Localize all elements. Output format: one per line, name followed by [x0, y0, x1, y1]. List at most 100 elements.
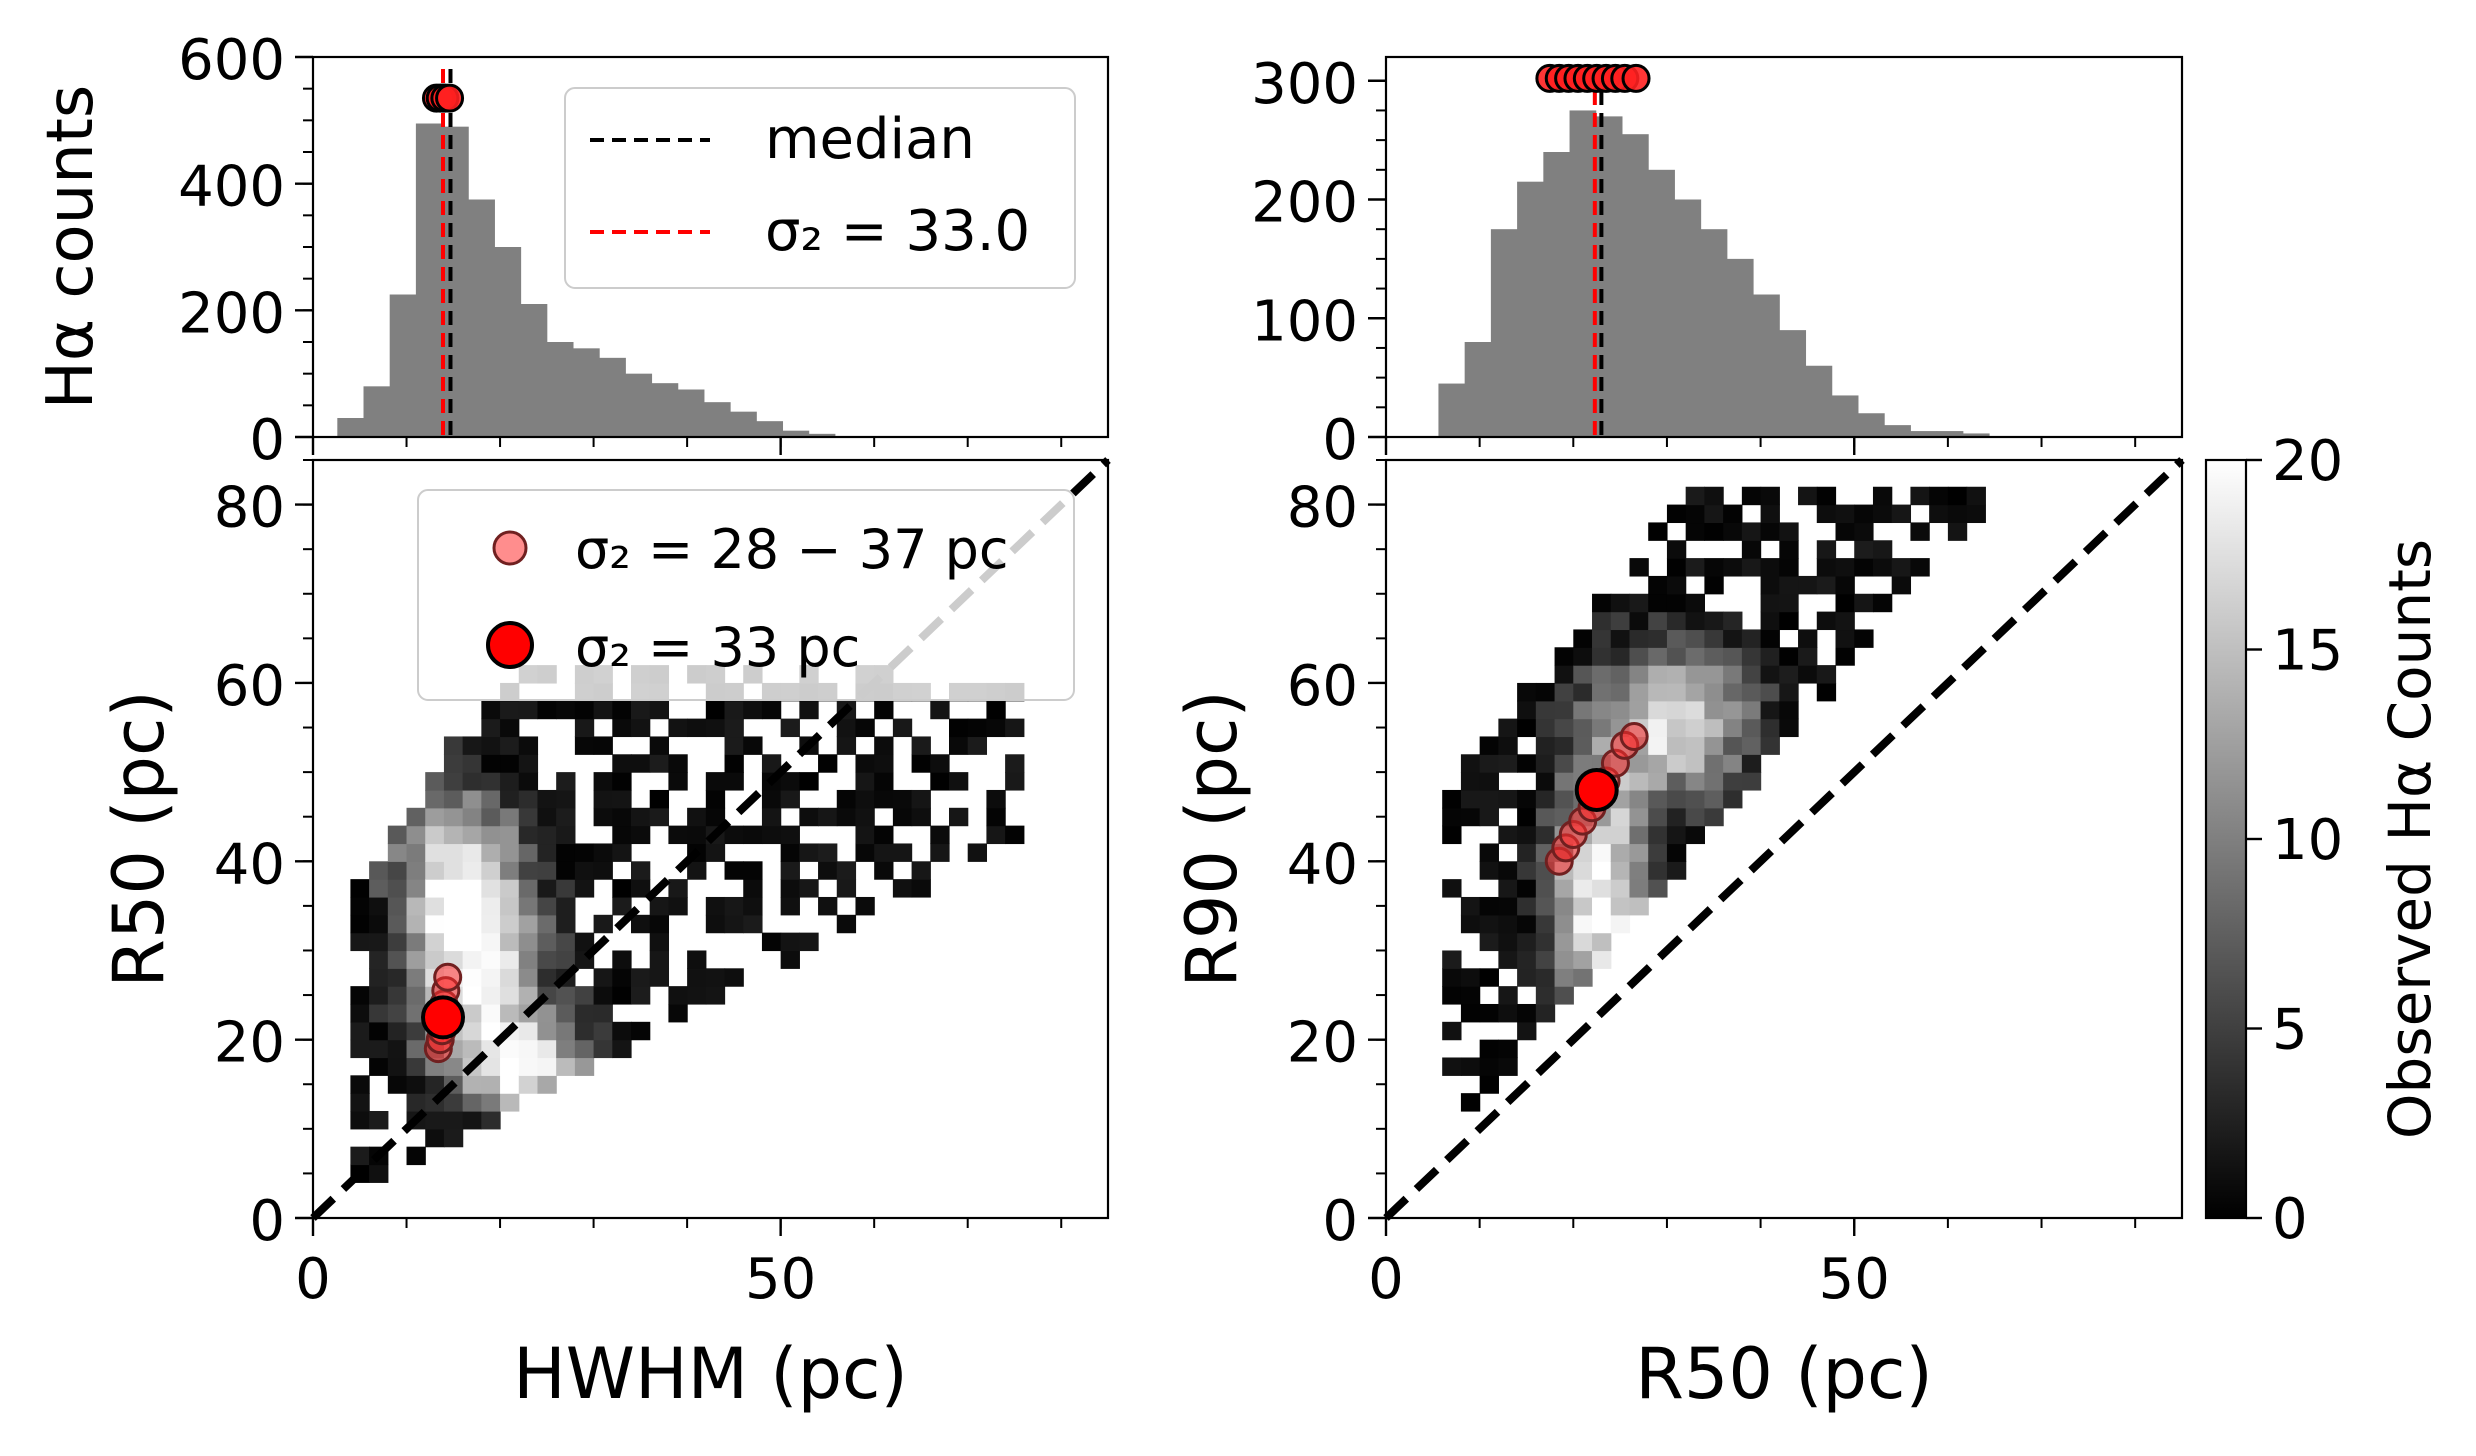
heatmap-cell — [556, 1021, 576, 1041]
heatmap-cell — [481, 789, 501, 809]
heatmap-cell — [1629, 611, 1649, 631]
x-tick-label: 0 — [1368, 1247, 1404, 1312]
heatmap-cell — [631, 1021, 651, 1041]
histogram-bar — [1753, 294, 1780, 437]
heatmap-cell — [780, 789, 800, 809]
heatmap-cell — [350, 1110, 370, 1130]
heatmap-cell — [855, 772, 875, 791]
heatmap-cell — [481, 1075, 501, 1094]
heatmap-cell — [1723, 772, 1743, 791]
heatmap-cell — [556, 932, 576, 952]
heatmap-cell — [1629, 629, 1649, 648]
heatmap-cell — [1629, 754, 1649, 773]
heatmap-cell — [1648, 807, 1668, 827]
histogram-bar — [1805, 365, 1833, 437]
heatmap-cell — [649, 932, 670, 952]
heatmap-cell — [518, 807, 539, 827]
heatmap-cell — [949, 807, 969, 827]
heatmap-cell — [500, 986, 520, 1005]
heatmap-cell — [462, 932, 482, 952]
heatmap-cell — [761, 825, 782, 845]
heatmap-cell — [500, 700, 520, 720]
heatmap-cell — [911, 789, 931, 809]
heatmap-cell — [369, 896, 389, 916]
heatmap-cell — [1666, 593, 1687, 613]
heatmap-cell — [1554, 772, 1574, 791]
heatmap-cell — [1498, 718, 1518, 738]
heatmap-cell — [406, 1146, 426, 1166]
heatmap-cell — [1704, 736, 1724, 755]
heatmap-cell — [387, 932, 408, 952]
histogram-bar — [494, 247, 522, 437]
heatmap-cell — [1666, 807, 1687, 827]
heatmap-cell — [1798, 665, 1818, 684]
heatmap-cell — [1666, 825, 1687, 845]
heatmap-cell — [1005, 825, 1025, 845]
heatmap-cell — [1610, 861, 1631, 880]
heatmap-cell — [1723, 754, 1743, 773]
heatmap-cell — [1685, 665, 1705, 684]
heatmap-cell — [799, 932, 819, 952]
heatmap-cell — [1835, 593, 1855, 613]
heatmap-cell — [1442, 879, 1462, 898]
heatmap-cell — [1517, 914, 1537, 934]
histogram-bar — [756, 421, 784, 437]
heatmap-cell — [818, 896, 838, 916]
heatmap-cell — [1535, 932, 1556, 952]
heatmap-cell — [1760, 558, 1780, 577]
heatmap-cell — [687, 968, 707, 987]
heatmap-cell — [1479, 1003, 1499, 1023]
heatmap-cell — [855, 789, 875, 809]
heatmap-cell — [425, 1110, 445, 1130]
heatmap-cell — [500, 736, 520, 755]
heatmap-cell — [724, 718, 744, 738]
heatmap-cell — [462, 986, 482, 1005]
heatmap-cell — [518, 1057, 539, 1076]
heatmap-cell — [593, 986, 613, 1005]
heatmap-cell — [649, 789, 670, 809]
heatmap-cell — [574, 736, 595, 755]
heatmap-cell — [649, 736, 670, 755]
heatmap-cell — [500, 914, 520, 934]
heatmap-cell — [874, 843, 894, 862]
heatmap-cell — [369, 914, 389, 934]
heatmap-cell — [556, 1003, 576, 1023]
heatmap-cell — [481, 1093, 501, 1112]
histogram-bar — [1910, 431, 1938, 437]
histogram-bar — [1857, 413, 1885, 437]
heatmap-cell — [1685, 682, 1705, 702]
heatmap-cell — [1929, 486, 1949, 506]
heatmap-cell — [911, 736, 931, 755]
heatmap-cell — [1629, 593, 1649, 613]
heatmap-cell — [1517, 754, 1537, 773]
heatmap-cell — [874, 772, 894, 791]
heatmap-cell — [1592, 914, 1612, 934]
heatmap-cell — [1648, 736, 1668, 755]
heatmap-cell — [631, 700, 651, 720]
colorbar-label: Observed Hα Counts — [2376, 539, 2444, 1139]
heatmap-cell — [1704, 522, 1724, 541]
heatmap-cell — [612, 879, 632, 898]
heatmap-cell — [1741, 540, 1762, 559]
heatmap-cell — [1498, 950, 1518, 969]
heatmap-cell — [1910, 522, 1930, 541]
heatmap-cell — [1479, 896, 1499, 916]
heatmap-cell — [1629, 665, 1649, 684]
heatmap-cell — [1592, 861, 1612, 880]
heatmap-cell — [481, 772, 501, 791]
heatmap-cell — [443, 932, 464, 952]
heatmap-cell — [369, 861, 389, 880]
heatmap-cell — [855, 754, 875, 773]
heatmap-cell — [1648, 843, 1668, 862]
heatmap-cell — [593, 861, 613, 880]
y-tick-label: 80 — [1287, 476, 1358, 541]
heatmap-cell — [443, 1057, 464, 1076]
heatmap-cell — [724, 700, 744, 720]
heatmap-cell — [1554, 879, 1574, 898]
heatmap-cell — [1442, 1021, 1462, 1041]
heatmap-cell — [1479, 1057, 1499, 1076]
heatmap-cell — [1573, 629, 1593, 648]
heatmap-cell — [462, 1110, 482, 1130]
heatmap-cell — [1592, 825, 1612, 845]
heatmap-cell — [687, 825, 707, 845]
